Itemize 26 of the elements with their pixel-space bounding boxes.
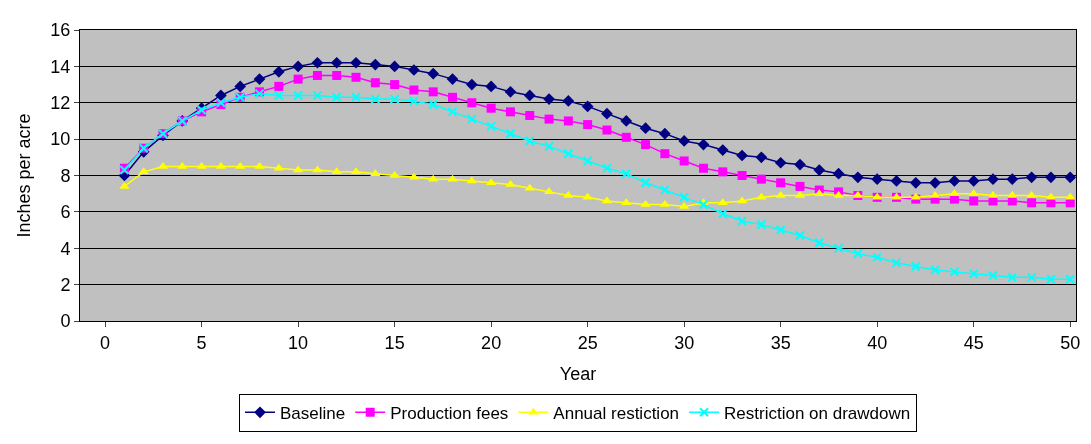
x-tick-label: 45 <box>963 332 984 353</box>
y-tick-label: 16 <box>50 20 71 41</box>
y-tick-label: 0 <box>60 311 71 332</box>
x-tick-label: 25 <box>577 332 598 353</box>
x-axis-title: Year <box>559 363 597 384</box>
x-tick-label: 10 <box>288 332 309 353</box>
legend-label: Annual restiction <box>553 403 680 423</box>
x-tick-label: 30 <box>674 332 695 353</box>
x-tick-label: 0 <box>100 332 111 353</box>
x-tick-label: 5 <box>196 332 207 353</box>
x-tick-label: 15 <box>384 332 405 353</box>
y-tick-label: 14 <box>50 56 71 77</box>
y-axis-title: Inches per acre <box>13 113 34 238</box>
y-tick-label: 6 <box>60 202 71 223</box>
x-tick-label: 20 <box>481 332 502 353</box>
y-tick-label: 12 <box>50 93 71 114</box>
y-tick-label: 2 <box>60 274 71 295</box>
legend-label: Baseline <box>280 403 346 423</box>
legend-label: Production fees <box>390 403 509 423</box>
x-tick-label: 35 <box>770 332 791 353</box>
x-tick-label: 50 <box>1060 332 1081 353</box>
x-tick-label: 40 <box>867 332 888 353</box>
y-tick-label: 10 <box>50 129 71 150</box>
y-tick-label: 4 <box>60 238 71 259</box>
legend-label: Restriction on drawdown <box>724 403 911 423</box>
y-tick-label: 8 <box>60 165 71 186</box>
